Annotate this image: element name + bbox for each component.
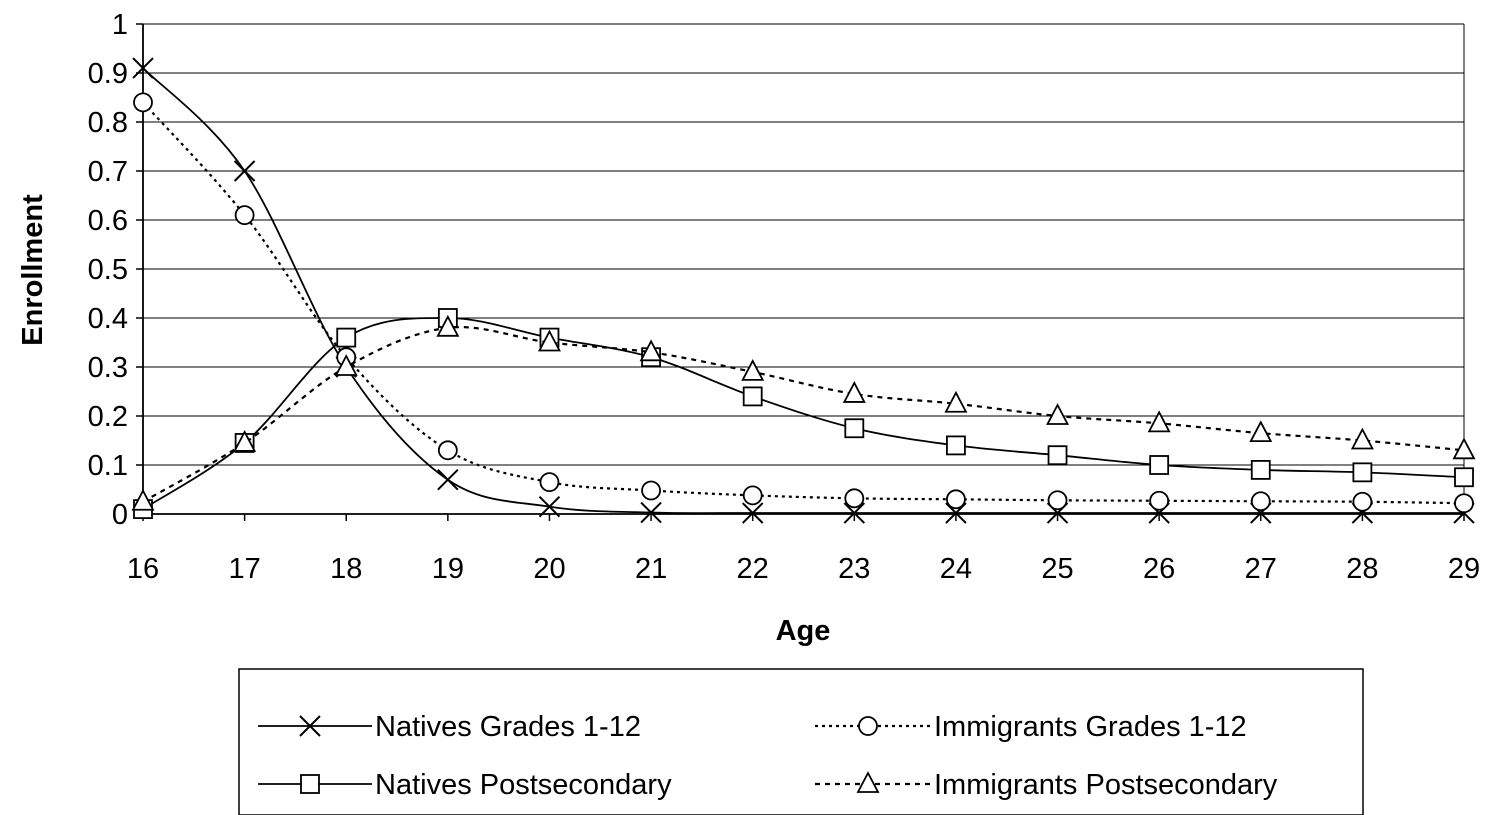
y-tick-labels: 0 0.1 0.2 0.3 0.4 0.5 0.6 0.7 0.8 0.9 1 [88, 9, 128, 531]
x-axis-title: Age [776, 615, 831, 647]
x-tick-label: 25 [1041, 553, 1073, 585]
data-point-immigrants-grades-1-12 [946, 489, 966, 510]
x-tick-label: 28 [1346, 553, 1378, 585]
legend-box [238, 668, 1364, 815]
data-point-immigrants-postsecondary [1249, 420, 1273, 443]
x-tick-labels: 16 17 18 19 20 21 22 23 24 25 26 27 28 29 [127, 553, 1480, 585]
y-tick-label: 0.4 [88, 303, 128, 335]
data-point-natives-postsecondary [1047, 445, 1068, 466]
data-point-natives-postsecondary [844, 418, 865, 439]
data-point-immigrants-grades-1-12 [742, 485, 763, 506]
legend-label-immigrants-postsecondary: Immigrants Postsecondary [934, 769, 1278, 801]
data-point-natives-grades-1-12 [132, 57, 154, 79]
series-line-natives-grades-1-12 [142, 67, 1464, 515]
legend-label-immigrants-grades-1-12: Immigrants Grades 1-12 [934, 711, 1247, 743]
y-tick-label: 0.5 [88, 254, 128, 286]
data-point-natives-grades-1-12 [843, 502, 866, 524]
x-tick-label: 17 [228, 553, 260, 585]
x-tick-label: 21 [635, 553, 667, 585]
y-tick-label: 0.2 [88, 401, 128, 433]
data-point-natives-postsecondary [1149, 455, 1170, 475]
data-point-immigrants-grades-1-12 [1149, 490, 1170, 511]
data-point-immigrants-postsecondary [131, 488, 155, 511]
data-point-immigrants-postsecondary [1147, 410, 1171, 433]
legend: Natives Grades 1-12 Immigrants Grades 1-1… [238, 668, 1364, 815]
y-tick-label: 0.7 [88, 156, 128, 188]
data-point-immigrants-postsecondary [334, 354, 358, 376]
legend-marker-immigrants-grades-1-12 [858, 716, 878, 736]
data-point-immigrants-postsecondary [537, 329, 561, 352]
data-point-natives-postsecondary [1454, 467, 1474, 488]
data-point-immigrants-grades-1-12 [1250, 491, 1271, 512]
data-point-immigrants-grades-1-12 [234, 205, 255, 226]
legend-item-immigrants-grades-1-12: Immigrants Grades 1-12 [815, 711, 1247, 743]
data-point-immigrants-grades-1-12 [1454, 493, 1474, 514]
data-point-immigrants-postsecondary [944, 390, 968, 413]
x-tick-label: 18 [330, 553, 362, 585]
x-tick-label: 26 [1143, 553, 1175, 585]
x-tick-label: 24 [940, 553, 972, 585]
y-tick-label: 0.9 [88, 58, 128, 90]
data-point-natives-postsecondary [1352, 462, 1373, 483]
data-point-natives-grades-1-12 [437, 468, 459, 491]
y-axis-title: Enrollment [17, 194, 49, 346]
x-tick-label: 22 [737, 553, 769, 585]
legend-item-immigrants-postsecondary: Immigrants Postsecondary [815, 769, 1278, 801]
data-point-immigrants-postsecondary [1350, 427, 1374, 450]
data-point-natives-postsecondary [1250, 459, 1271, 480]
data-point-immigrants-postsecondary [1046, 403, 1070, 425]
x-tick-label: 23 [838, 553, 870, 585]
y-tick-label: 1 [112, 9, 128, 41]
data-point-natives-grades-1-12 [233, 160, 256, 182]
data-point-immigrants-grades-1-12 [133, 92, 153, 113]
data-point-immigrants-grades-1-12 [437, 440, 458, 461]
x-tick-label: 16 [127, 553, 159, 585]
data-point-natives-postsecondary [742, 386, 763, 407]
data-point-immigrants-grades-1-12 [539, 472, 560, 493]
data-point-immigrants-postsecondary [842, 381, 866, 403]
x-tick-label: 29 [1448, 553, 1480, 585]
data-point-immigrants-postsecondary [436, 314, 460, 337]
legend-marker-natives-grades-1-12 [299, 715, 321, 737]
x-tick-label: 27 [1245, 553, 1277, 585]
legend-marker-natives-postsecondary [300, 774, 320, 794]
x-tick-label: 20 [533, 553, 565, 585]
data-point-immigrants-grades-1-12 [641, 480, 661, 501]
series-immigrants-postsecondary [131, 314, 1476, 511]
data-point-natives-postsecondary [946, 435, 966, 456]
legend-label-natives-grades-1-12: Natives Grades 1-12 [375, 711, 641, 743]
y-tick-label: 0.3 [88, 352, 128, 384]
data-point-immigrants-grades-1-12 [1352, 491, 1373, 512]
y-tick-label: 0 [112, 499, 128, 531]
data-point-immigrants-grades-1-12 [1047, 490, 1068, 511]
series-group [131, 57, 1476, 524]
legend-marker-immigrants-postsecondary [856, 771, 880, 793]
data-point-natives-grades-1-12 [538, 495, 561, 518]
y-tick-label: 0.8 [88, 107, 128, 139]
data-point-immigrants-postsecondary [1452, 437, 1476, 460]
legend-label-natives-postsecondary: Natives Postsecondary [375, 769, 672, 801]
data-point-immigrants-postsecondary [639, 339, 663, 362]
data-point-natives-grades-1-12 [640, 501, 662, 524]
data-point-natives-postsecondary [336, 327, 357, 348]
x-tick-label: 19 [432, 553, 464, 585]
y-tick-label: 0.6 [88, 205, 128, 237]
legend-item-natives-grades-1-12: Natives Grades 1-12 [258, 711, 641, 743]
data-point-immigrants-postsecondary [741, 358, 765, 381]
data-point-immigrants-postsecondary [233, 430, 257, 452]
data-point-natives-grades-1-12 [741, 502, 764, 524]
series-line-immigrants-postsecondary [142, 326, 1465, 503]
gridlines [143, 23, 1465, 514]
y-tick-label: 0.1 [88, 450, 128, 482]
legend-item-natives-postsecondary: Natives Postsecondary [258, 769, 672, 801]
data-point-immigrants-grades-1-12 [844, 488, 865, 509]
